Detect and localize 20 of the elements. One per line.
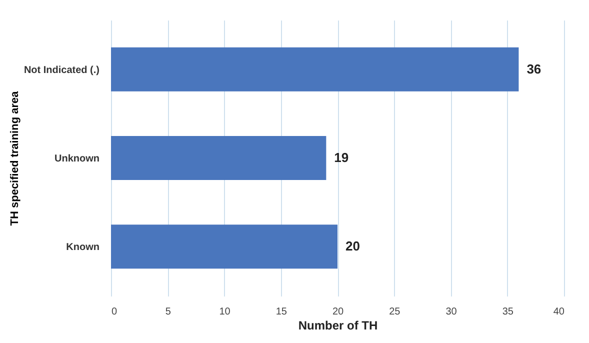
x-tick-label: 5 — [165, 306, 172, 318]
x-tick-label: 40 — [553, 306, 565, 318]
x-tick-label: 25 — [389, 306, 401, 318]
data-label: 19 — [334, 150, 349, 165]
x-tick-label: 30 — [446, 306, 458, 318]
x-axis-title: Number of TH — [298, 318, 378, 332]
x-tick-label: 15 — [276, 306, 288, 318]
data-label: 36 — [526, 61, 542, 76]
y-tick-label: Not Indicated (.) — [24, 64, 100, 76]
x-tick-label: 10 — [219, 306, 231, 318]
x-tick-label: 0 — [112, 306, 118, 318]
y-tick-label: Unknown — [54, 154, 100, 164]
y-axis-title: TH specified training area — [8, 90, 21, 226]
data-label: 20 — [346, 238, 360, 254]
bar — [111, 136, 326, 180]
bar — [111, 47, 519, 92]
y-tick-label: Known — [66, 242, 100, 254]
x-tick-label: 35 — [502, 306, 514, 318]
bar — [111, 224, 338, 269]
x-tick-label: 20 — [332, 306, 344, 318]
